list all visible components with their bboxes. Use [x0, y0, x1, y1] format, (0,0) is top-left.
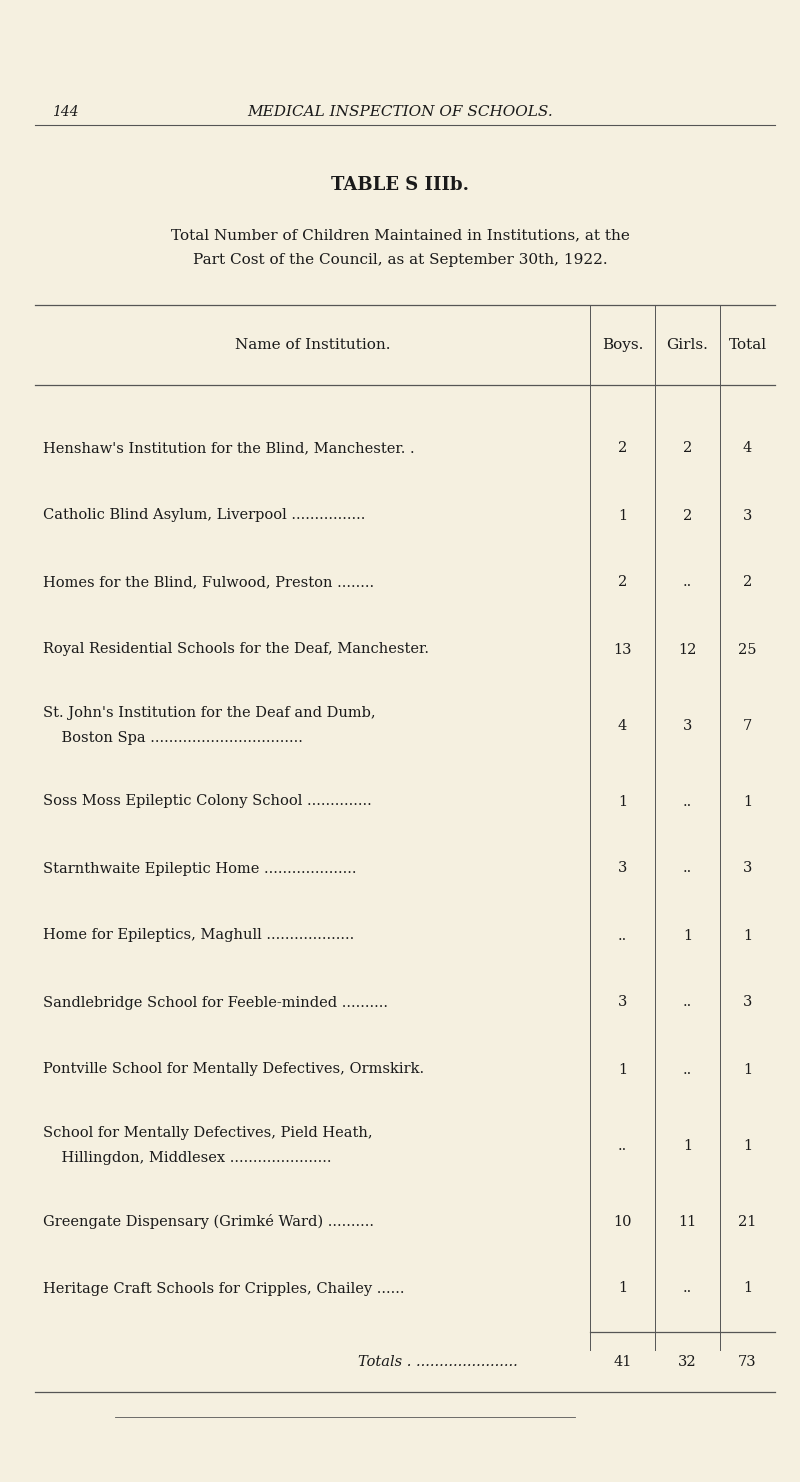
Text: School for Mentally Defectives, Pield Heath,: School for Mentally Defectives, Pield He… — [43, 1126, 373, 1140]
Text: Name of Institution.: Name of Institution. — [234, 338, 390, 353]
Text: 2: 2 — [683, 442, 692, 455]
Text: 3: 3 — [743, 996, 752, 1009]
Text: 4: 4 — [743, 442, 752, 455]
Text: Heritage Craft Schools for Cripples, Chailey ......: Heritage Craft Schools for Cripples, Cha… — [43, 1282, 405, 1295]
Text: 2: 2 — [743, 575, 752, 590]
Text: 1: 1 — [683, 1138, 692, 1153]
Text: Totals . ......................: Totals . ...................... — [358, 1355, 518, 1369]
Text: 1: 1 — [618, 508, 627, 523]
Text: St. John's Institution for the Deaf and Dumb,: St. John's Institution for the Deaf and … — [43, 705, 376, 720]
Text: 2: 2 — [683, 508, 692, 523]
Text: Part Cost of the Council, as at September 30th, 1922.: Part Cost of the Council, as at Septembe… — [193, 253, 607, 267]
Text: ..: .. — [683, 861, 692, 876]
Text: 1: 1 — [743, 1138, 752, 1153]
Text: 2: 2 — [618, 575, 627, 590]
Text: 11: 11 — [678, 1215, 697, 1229]
Text: Catholic Blind Asylum, Liverpool ................: Catholic Blind Asylum, Liverpool .......… — [43, 508, 366, 523]
Text: Starnthwaite Epileptic Home ....................: Starnthwaite Epileptic Home ............… — [43, 861, 357, 876]
Text: 3: 3 — [618, 996, 627, 1009]
Text: 3: 3 — [743, 508, 752, 523]
Text: 1: 1 — [743, 794, 752, 809]
Text: ..: .. — [618, 1138, 627, 1153]
Text: Pontville School for Mentally Defectives, Ormskirk.: Pontville School for Mentally Defectives… — [43, 1063, 424, 1076]
Text: 1: 1 — [743, 1282, 752, 1295]
Text: 7: 7 — [743, 719, 752, 732]
Text: Total Number of Children Maintained in Institutions, at the: Total Number of Children Maintained in I… — [170, 228, 630, 242]
Text: 1: 1 — [618, 1063, 627, 1076]
Text: MEDICAL INSPECTION OF SCHOOLS.: MEDICAL INSPECTION OF SCHOOLS. — [247, 105, 553, 119]
Text: 10: 10 — [614, 1215, 632, 1229]
Text: Henshaw's Institution for the Blind, Manchester. .: Henshaw's Institution for the Blind, Man… — [43, 442, 414, 455]
Text: 144: 144 — [52, 105, 78, 119]
Text: 32: 32 — [678, 1355, 697, 1369]
Text: Soss Moss Epileptic Colony School ..............: Soss Moss Epileptic Colony School ......… — [43, 794, 372, 809]
Text: 1: 1 — [683, 929, 692, 943]
Text: ..: .. — [683, 794, 692, 809]
Text: 2: 2 — [618, 442, 627, 455]
Text: ..: .. — [618, 929, 627, 943]
Text: 12: 12 — [678, 643, 697, 657]
Text: ..: .. — [683, 575, 692, 590]
Text: Boston Spa .................................: Boston Spa .............................… — [43, 731, 303, 745]
Text: 1: 1 — [743, 1063, 752, 1076]
Text: Greengate Dispensary (Grimké Ward) ..........: Greengate Dispensary (Grimké Ward) .....… — [43, 1214, 374, 1229]
Text: Total: Total — [729, 338, 766, 353]
Text: 73: 73 — [738, 1355, 757, 1369]
Text: 41: 41 — [614, 1355, 632, 1369]
Text: ..: .. — [683, 1063, 692, 1076]
Text: Royal Residential Schools for the Deaf, Manchester.: Royal Residential Schools for the Deaf, … — [43, 643, 429, 657]
Text: Hillingdon, Middlesex ......................: Hillingdon, Middlesex ..................… — [43, 1152, 331, 1165]
Text: 21: 21 — [738, 1215, 757, 1229]
Text: 25: 25 — [738, 643, 757, 657]
Text: 3: 3 — [618, 861, 627, 876]
Text: Girls.: Girls. — [666, 338, 709, 353]
Text: 1: 1 — [618, 1282, 627, 1295]
Text: Homes for the Blind, Fulwood, Preston ........: Homes for the Blind, Fulwood, Preston ..… — [43, 575, 374, 590]
Text: 3: 3 — [743, 861, 752, 876]
Text: ..: .. — [683, 1282, 692, 1295]
Text: ..: .. — [683, 996, 692, 1009]
Text: 3: 3 — [683, 719, 692, 732]
Text: 13: 13 — [614, 643, 632, 657]
Text: 1: 1 — [743, 929, 752, 943]
Text: Home for Epileptics, Maghull ...................: Home for Epileptics, Maghull ...........… — [43, 929, 354, 943]
Text: Boys.: Boys. — [602, 338, 643, 353]
Text: 1: 1 — [618, 794, 627, 809]
Text: Sandlebridge School for Feeble-minded ..........: Sandlebridge School for Feeble-minded ..… — [43, 996, 388, 1009]
Text: 4: 4 — [618, 719, 627, 732]
Text: TABLE S IIIb.: TABLE S IIIb. — [331, 176, 469, 194]
